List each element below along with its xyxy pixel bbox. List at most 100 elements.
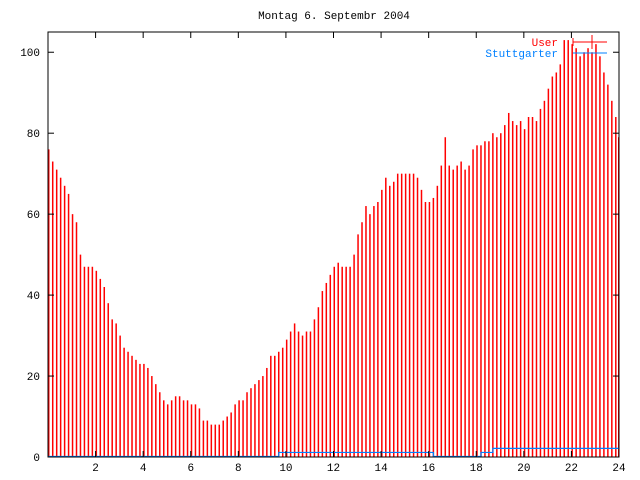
- user-bar: [381, 189, 383, 457]
- x-tick-label: 2: [92, 463, 99, 475]
- user-bar: [476, 145, 478, 458]
- user-bar: [222, 420, 224, 457]
- user-bar: [48, 149, 50, 457]
- user-bar: [341, 266, 343, 457]
- user-bar: [285, 339, 288, 457]
- plot-border: [47, 31, 620, 458]
- user-bar: [111, 319, 113, 457]
- user-bar: [353, 254, 355, 457]
- user-bar: [349, 266, 351, 457]
- user-bar: [531, 117, 534, 457]
- user-bars: [48, 40, 620, 458]
- user-bar: [412, 173, 415, 457]
- user-bar: [464, 169, 466, 457]
- user-bar: [91, 266, 94, 457]
- user-bar: [571, 44, 573, 458]
- user-bar: [392, 181, 395, 457]
- y-tick-label: 80: [27, 129, 40, 141]
- user-bar: [123, 347, 125, 457]
- user-bar: [507, 112, 510, 457]
- user-bar: [71, 214, 74, 457]
- user-bar: [369, 214, 371, 457]
- user-bar: [373, 206, 375, 457]
- y-tick-label: 60: [27, 210, 40, 222]
- user-bar: [504, 125, 506, 457]
- user-bar: [559, 64, 562, 457]
- user-bar: [115, 323, 117, 457]
- user-bar: [377, 202, 379, 457]
- user-bar: [238, 400, 240, 457]
- user-bar: [452, 169, 454, 457]
- user-bar: [293, 323, 296, 457]
- user-bar: [365, 206, 367, 457]
- user-bar: [551, 76, 554, 458]
- x-tick-label: 6: [187, 463, 194, 475]
- user-bar: [107, 303, 109, 457]
- y-tick-label: 40: [27, 291, 40, 303]
- user-bar: [63, 185, 66, 458]
- user-bar: [500, 133, 502, 457]
- user-bar: [472, 149, 474, 457]
- user-bar: [190, 404, 193, 457]
- user-bar: [420, 189, 423, 457]
- user-bar: [480, 145, 482, 458]
- user-bar: [547, 88, 550, 458]
- user-bar: [230, 412, 232, 457]
- user-bar: [468, 165, 470, 458]
- user-bar: [289, 331, 292, 457]
- user-bar: [79, 254, 82, 457]
- user-bar: [496, 137, 498, 457]
- user-bar: [162, 400, 165, 457]
- user-bar: [488, 141, 490, 458]
- user-bar: [432, 197, 435, 457]
- user-bar: [456, 165, 458, 458]
- user-bar: [555, 72, 558, 457]
- user-bar: [301, 335, 304, 457]
- user-bar: [297, 331, 300, 457]
- user-bar: [139, 363, 141, 457]
- user-bar: [543, 100, 546, 458]
- user-bar: [250, 388, 252, 457]
- user-bar: [99, 278, 102, 457]
- user-bar: [258, 380, 260, 457]
- user-bar: [87, 266, 90, 457]
- user-bar: [159, 392, 161, 457]
- user-bar: [357, 234, 359, 457]
- user-bar: [567, 40, 569, 457]
- user-bar: [345, 266, 347, 457]
- user-bar: [266, 367, 268, 457]
- user-bar: [527, 117, 530, 457]
- x-tick-label: 18: [470, 463, 483, 475]
- user-bar: [444, 137, 447, 457]
- user-bar: [242, 400, 244, 457]
- user-bar: [218, 424, 221, 457]
- user-bar: [436, 185, 439, 458]
- user-bar: [389, 185, 391, 458]
- user-bar: [194, 404, 197, 457]
- legend-label-stuttgarter: Stuttgarter: [485, 49, 558, 61]
- user-bar: [595, 44, 597, 458]
- user-bar: [127, 351, 129, 457]
- user-bar: [198, 408, 201, 457]
- user-bar: [166, 404, 169, 457]
- user-bar: [309, 331, 312, 457]
- user-bar: [246, 392, 248, 457]
- user-bar: [329, 274, 332, 457]
- user-bar: [321, 291, 324, 457]
- x-tick-label: 4: [140, 463, 147, 475]
- user-bar: [607, 84, 609, 457]
- user-bar: [416, 177, 419, 457]
- x-tick-label: 24: [612, 463, 626, 475]
- user-bar: [147, 367, 149, 457]
- x-tick-label: 22: [565, 463, 578, 475]
- x-tick-label: 20: [517, 463, 530, 475]
- user-bar: [535, 121, 538, 458]
- user-bar: [234, 404, 236, 457]
- user-bar: [131, 355, 133, 457]
- user-bar: [254, 384, 256, 457]
- chart-title: Montag 6. Septembr 2004: [258, 11, 410, 23]
- y-tick-label: 0: [33, 453, 40, 465]
- user-bar: [206, 420, 209, 457]
- user-bar: [51, 161, 54, 457]
